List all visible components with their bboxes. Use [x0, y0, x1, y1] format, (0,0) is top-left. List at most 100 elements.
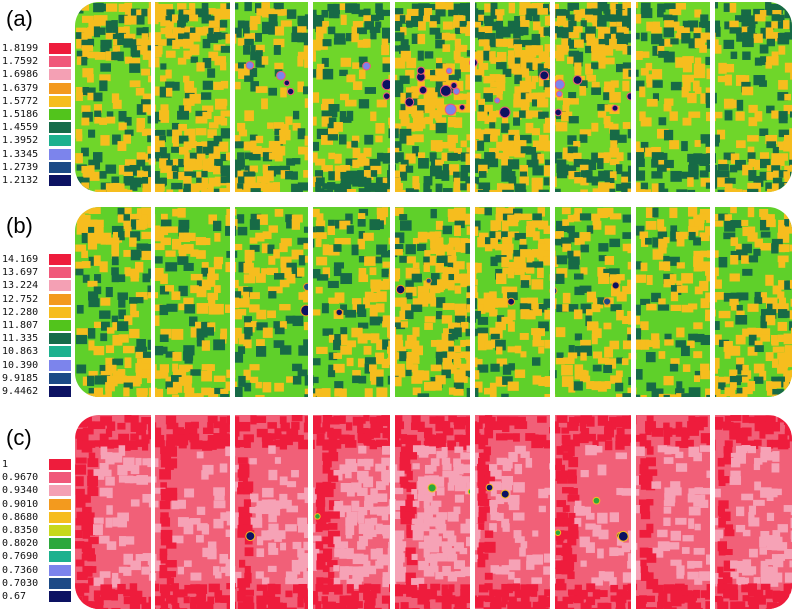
legend-value: 1.2132	[2, 175, 39, 186]
defect-spot	[439, 84, 452, 97]
strip-separator	[631, 415, 636, 609]
strip-separator	[470, 2, 475, 192]
legend-swatch	[49, 538, 71, 550]
defect-spot	[382, 92, 391, 100]
legend-value: 0.7360	[2, 564, 39, 576]
strip-separator	[390, 2, 395, 192]
legend-swatch	[49, 485, 71, 497]
defect-spot	[416, 66, 426, 75]
legend-item: 1.3952	[2, 134, 72, 147]
legend-item: 1.5772	[2, 95, 72, 108]
defect-spot	[445, 67, 453, 75]
legend-swatch	[49, 472, 71, 484]
legend-item: 12.280	[2, 306, 72, 319]
legend-value: 1.5772	[2, 95, 39, 107]
legend-swatch	[49, 372, 71, 384]
legend-item: 1.4559	[2, 121, 72, 134]
strip-separator	[230, 207, 235, 397]
legend-item: 0.9670	[2, 471, 72, 484]
legend-swatch	[49, 148, 71, 160]
legend-item: 0.8680	[2, 511, 72, 524]
legend-item: 1.2132	[2, 174, 72, 187]
legend-swatch	[49, 280, 71, 292]
legend-item: 0.7030	[2, 577, 72, 590]
legend-item: 1.7592	[2, 55, 72, 68]
defect-spot	[603, 297, 612, 306]
legend-value: 1.6986	[2, 69, 39, 81]
strip-separator	[550, 415, 555, 609]
legend-swatch	[49, 525, 71, 536]
legend-swatch	[49, 551, 71, 563]
legend-swatch	[49, 69, 71, 81]
legend-value: 9.9185	[2, 372, 39, 384]
legend-value: 13.224	[2, 280, 39, 292]
legend-swatch	[49, 498, 71, 510]
strip-separator	[308, 207, 313, 397]
legend-swatch	[49, 459, 71, 470]
legend-swatch	[49, 254, 71, 265]
legend-item: 0.8350	[2, 524, 72, 537]
strip-separator	[631, 2, 636, 192]
strip-separator	[308, 2, 313, 192]
legend-swatch	[49, 386, 71, 397]
legend-value: 12.280	[2, 306, 39, 318]
defect-spot	[611, 104, 619, 112]
defect-spot	[458, 104, 466, 111]
defect-spot	[418, 85, 428, 95]
defect-spot	[286, 87, 295, 96]
legend-value: 10.390	[2, 359, 39, 371]
legend-value: 9.4462	[2, 386, 39, 397]
defect-spot	[283, 79, 291, 87]
legend-swatch	[49, 161, 71, 173]
strip-separator	[710, 415, 715, 609]
legend-item: 1.2739	[2, 161, 72, 174]
legend-swatch	[49, 511, 71, 523]
defect-spot	[611, 281, 620, 290]
contour-map	[75, 2, 792, 192]
legend-value: 0.8350	[2, 525, 39, 536]
legend-item: 1.8199	[2, 42, 72, 55]
strip-separator	[308, 415, 313, 609]
legend-swatch	[49, 306, 71, 318]
defect-spot	[314, 513, 321, 520]
legend-swatch	[49, 346, 71, 358]
legend-item: 13.697	[2, 266, 72, 279]
legend-swatch	[49, 175, 71, 186]
legend-value: 0.7690	[2, 551, 39, 563]
legend-value: 11.335	[2, 333, 39, 345]
legend-value: 0.9010	[2, 498, 39, 510]
defect-spot	[494, 97, 501, 104]
defect-spot	[485, 483, 494, 492]
defect-spot	[427, 483, 437, 493]
contour-map	[75, 207, 792, 397]
legend-item: 13.224	[2, 279, 72, 292]
legend-value: 1.3952	[2, 135, 39, 147]
legend-swatch	[49, 577, 71, 589]
strip-separator	[710, 207, 715, 397]
legend-item: 11.807	[2, 319, 72, 332]
legend-value: 0.9670	[2, 472, 39, 484]
legend-value: 0.9340	[2, 485, 39, 497]
strip-separator	[151, 2, 155, 192]
legend-item: 11.335	[2, 332, 72, 345]
legend-swatch	[49, 267, 71, 279]
defect-spot	[592, 496, 601, 505]
defect-spot	[572, 75, 583, 85]
legend-swatch	[49, 109, 71, 120]
legend-value: 0.8680	[2, 511, 39, 523]
defect-spot	[245, 531, 256, 542]
strip-separator	[390, 207, 395, 397]
legend-item: 1	[2, 458, 72, 471]
legend-item: 1.5186	[2, 108, 72, 121]
legend-swatch	[49, 135, 71, 147]
strip-separator	[470, 415, 475, 609]
legend-value: 1.6379	[2, 82, 39, 94]
legend-value: 1.5186	[2, 109, 39, 120]
legend-swatch	[49, 359, 71, 371]
legend-item: 10.390	[2, 359, 72, 372]
legend-item: 10.863	[2, 345, 72, 358]
strip-separator	[710, 2, 715, 192]
legend-value: 10.863	[2, 346, 39, 358]
legend-value: 1.3345	[2, 148, 39, 160]
legend-item: 0.7690	[2, 550, 72, 563]
